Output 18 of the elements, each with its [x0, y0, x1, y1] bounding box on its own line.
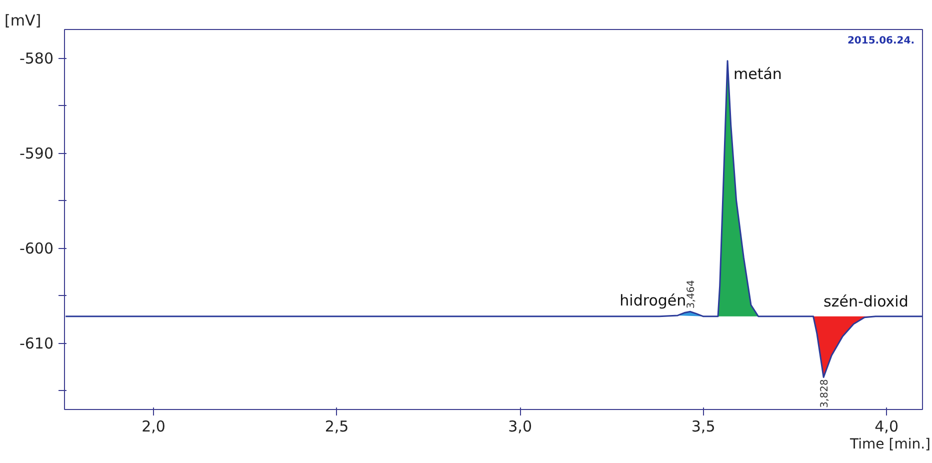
x-tick-label: 3,0: [508, 418, 532, 436]
y-tick-label: -590: [19, 144, 54, 162]
annotation: 3,828: [820, 379, 831, 408]
series-label: szén-dioxid: [824, 292, 908, 310]
x-axis-title: Time [min.]: [849, 436, 931, 452]
annotation: 2015.06.24.: [847, 36, 914, 46]
x-tick-label: 2,0: [142, 418, 166, 436]
x-tick-label: 2,5: [324, 418, 349, 436]
line-series: [64, 60, 922, 378]
annotation: 3,464: [686, 280, 698, 309]
series-label: metán: [734, 64, 782, 83]
x-tick-label: 3,5: [691, 418, 716, 436]
y-tick-label: -580: [19, 50, 54, 68]
series-label: hidrogén: [620, 291, 686, 310]
y-tick-label: -610: [19, 334, 54, 352]
x-tick-label: 4,0: [874, 418, 899, 436]
y-tick-label: -600: [19, 240, 54, 258]
y-axis-title: [mV]: [4, 12, 42, 30]
